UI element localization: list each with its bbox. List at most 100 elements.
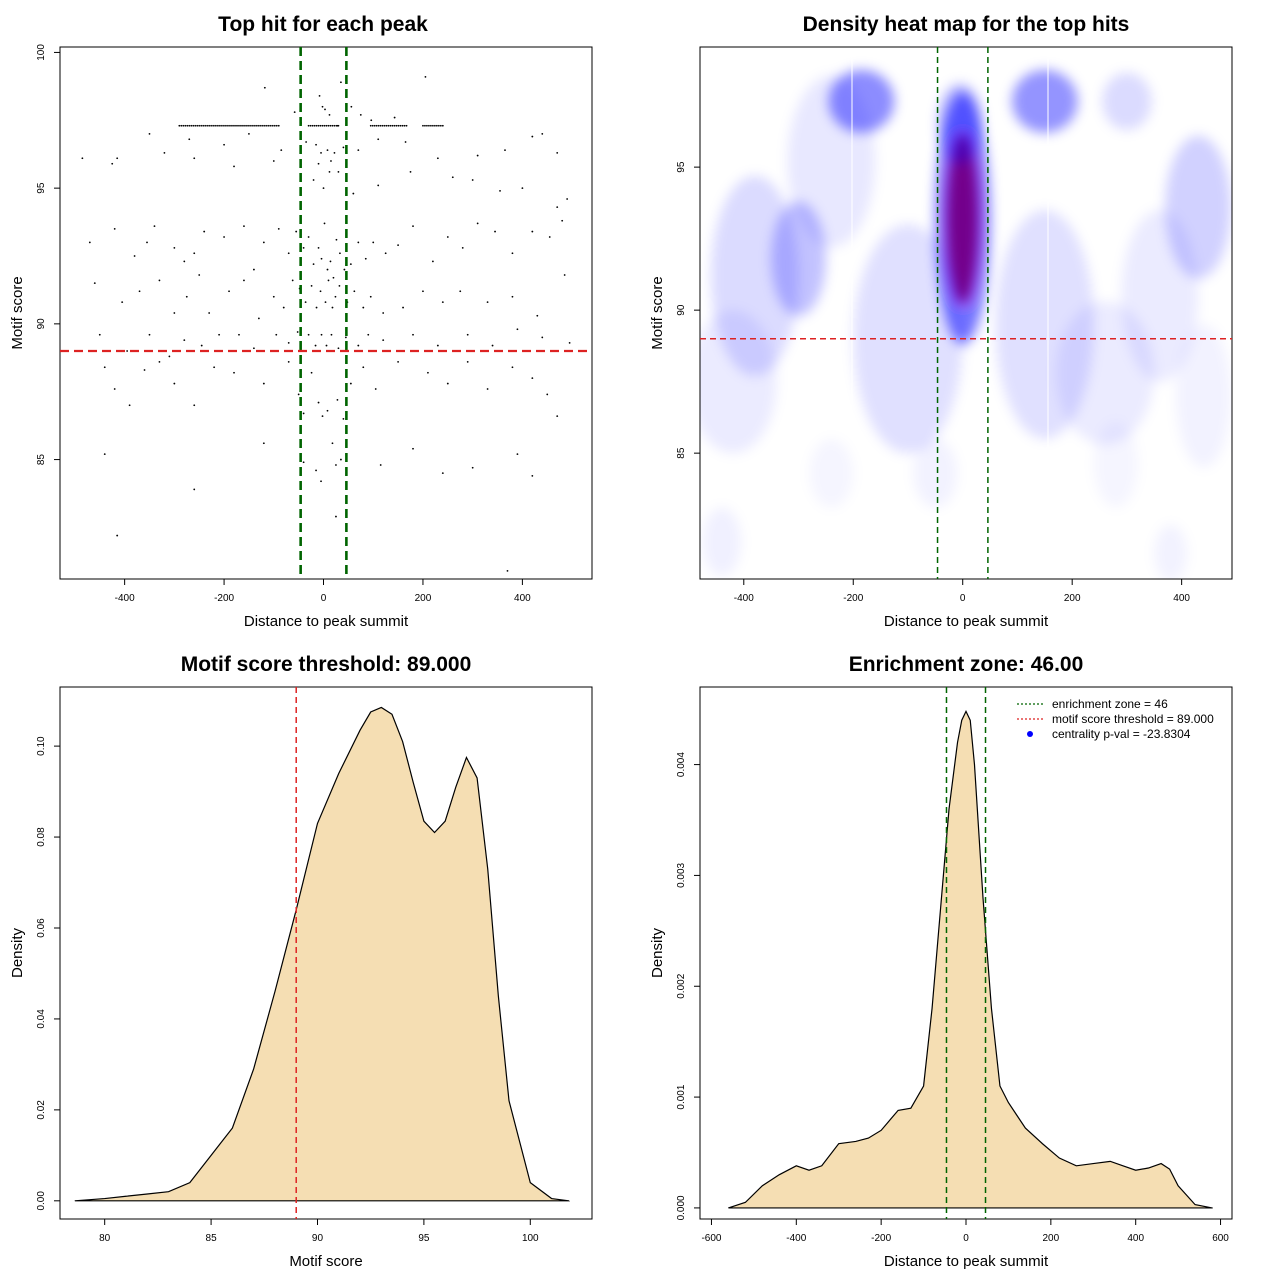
- scatter-point: [103, 366, 106, 369]
- panel-enrichment-zone-density: Enrichment zone: 46.00 -600 -400 -200 0 200 4…: [649, 653, 1233, 1270]
- x-tick-label: 100: [522, 1233, 539, 1244]
- scatter-point: [431, 260, 434, 263]
- scatter-point: [113, 227, 116, 230]
- scatter-point: [511, 252, 514, 255]
- y-tick-label: 85: [36, 454, 47, 466]
- scatter-point: [344, 336, 347, 339]
- scatter-point: [403, 124, 406, 127]
- scatter-point: [424, 75, 427, 78]
- scatter-point: [511, 295, 514, 298]
- y-axis-label: Density: [649, 927, 666, 978]
- scatter-point: [220, 124, 222, 127]
- scatter-point: [546, 393, 549, 396]
- scatter-point: [566, 198, 569, 200]
- scatter-point: [180, 124, 183, 127]
- density-cell: [700, 310, 777, 454]
- scatter-point: [88, 241, 91, 244]
- scatter-point: [242, 124, 244, 127]
- scatter-point: [307, 236, 310, 238]
- scatter-point: [336, 398, 339, 401]
- x-tick-label: 80: [99, 1233, 111, 1244]
- scatter-point: [381, 124, 384, 127]
- legend-entry-motif-threshold: motif score threshold = 89.000: [1052, 712, 1214, 726]
- scatter-point: [329, 260, 332, 263]
- y-axis-label: Motif score: [9, 276, 26, 349]
- scatter-point: [257, 317, 260, 320]
- scatter-point: [446, 236, 449, 238]
- scatter-point: [113, 388, 116, 390]
- scatter-point: [343, 268, 346, 271]
- scatter-point: [412, 225, 414, 228]
- x-tick-label: 0: [960, 593, 966, 604]
- scatter-point: [98, 333, 101, 336]
- scatter-point: [357, 149, 360, 152]
- scatter-point: [422, 124, 424, 127]
- plot-frame: [59, 686, 593, 1220]
- scatter-point: [188, 124, 191, 127]
- scatter-point: [357, 241, 360, 244]
- scatter-point: [236, 124, 238, 127]
- scatter-point: [271, 124, 274, 127]
- scatter-point: [320, 151, 322, 154]
- scatter-point: [313, 124, 316, 127]
- scatter-point: [295, 230, 298, 233]
- scatter-point: [335, 238, 338, 241]
- scatter-point: [326, 149, 329, 152]
- scatter-point: [451, 176, 454, 179]
- scatter-point: [314, 344, 317, 347]
- scatter-point: [230, 124, 232, 127]
- scatter-point: [335, 464, 337, 466]
- scatter-point: [223, 143, 225, 146]
- scatter-point: [327, 124, 330, 127]
- scatter-point: [504, 149, 506, 152]
- x-tick-label: 600: [1212, 1233, 1229, 1244]
- scatter-point: [287, 252, 290, 255]
- scatter-point: [350, 105, 353, 108]
- heatmap-density: [700, 69, 1231, 579]
- scatter-point: [409, 170, 412, 173]
- scatter-point: [325, 344, 328, 347]
- chart-title: Density heat map for the top hits: [803, 13, 1130, 36]
- scatter-point: [441, 301, 444, 304]
- panel-density-heatmap: Density heat map for the top hits -400 -2…: [649, 13, 1233, 630]
- x-tick-label: 200: [1064, 593, 1081, 604]
- scatter-point: [362, 366, 365, 369]
- scatter-point: [255, 124, 258, 127]
- scatter-point: [322, 187, 325, 190]
- scatter-point: [259, 124, 262, 127]
- scatter-point: [370, 119, 373, 122]
- scatter-point: [158, 279, 161, 282]
- scatter-point: [405, 124, 408, 127]
- density-cell: [1094, 421, 1138, 508]
- scatter-point: [399, 124, 402, 127]
- scatter-point: [382, 312, 385, 314]
- scatter-point: [263, 86, 266, 89]
- scatter-point: [262, 241, 265, 244]
- scatter-point: [317, 124, 320, 127]
- scatter-point: [143, 369, 146, 371]
- scatter-point: [427, 371, 429, 374]
- scatter-point: [193, 488, 196, 491]
- scatter-point: [200, 344, 203, 347]
- density-cell: [1176, 324, 1231, 468]
- scatter-point: [337, 124, 340, 127]
- scatter-point: [548, 236, 551, 238]
- scatter-point: [183, 339, 186, 342]
- y-tick-label: 0.003: [676, 862, 687, 887]
- scatter-point: [262, 382, 265, 385]
- scatter-point: [277, 227, 280, 230]
- scatter-point: [439, 124, 442, 127]
- scatter-point: [471, 466, 474, 469]
- scatter-point: [232, 124, 234, 127]
- scatter-point: [446, 382, 449, 385]
- scatter-point: [218, 333, 221, 336]
- scatter-point: [246, 124, 248, 127]
- scatter-point: [228, 124, 230, 127]
- scatter-point: [228, 290, 230, 293]
- scatter-point: [333, 151, 336, 154]
- scatter-point: [198, 124, 201, 127]
- scatter-point: [208, 312, 211, 314]
- scatter-point: [563, 274, 566, 276]
- scatter-point: [204, 124, 207, 127]
